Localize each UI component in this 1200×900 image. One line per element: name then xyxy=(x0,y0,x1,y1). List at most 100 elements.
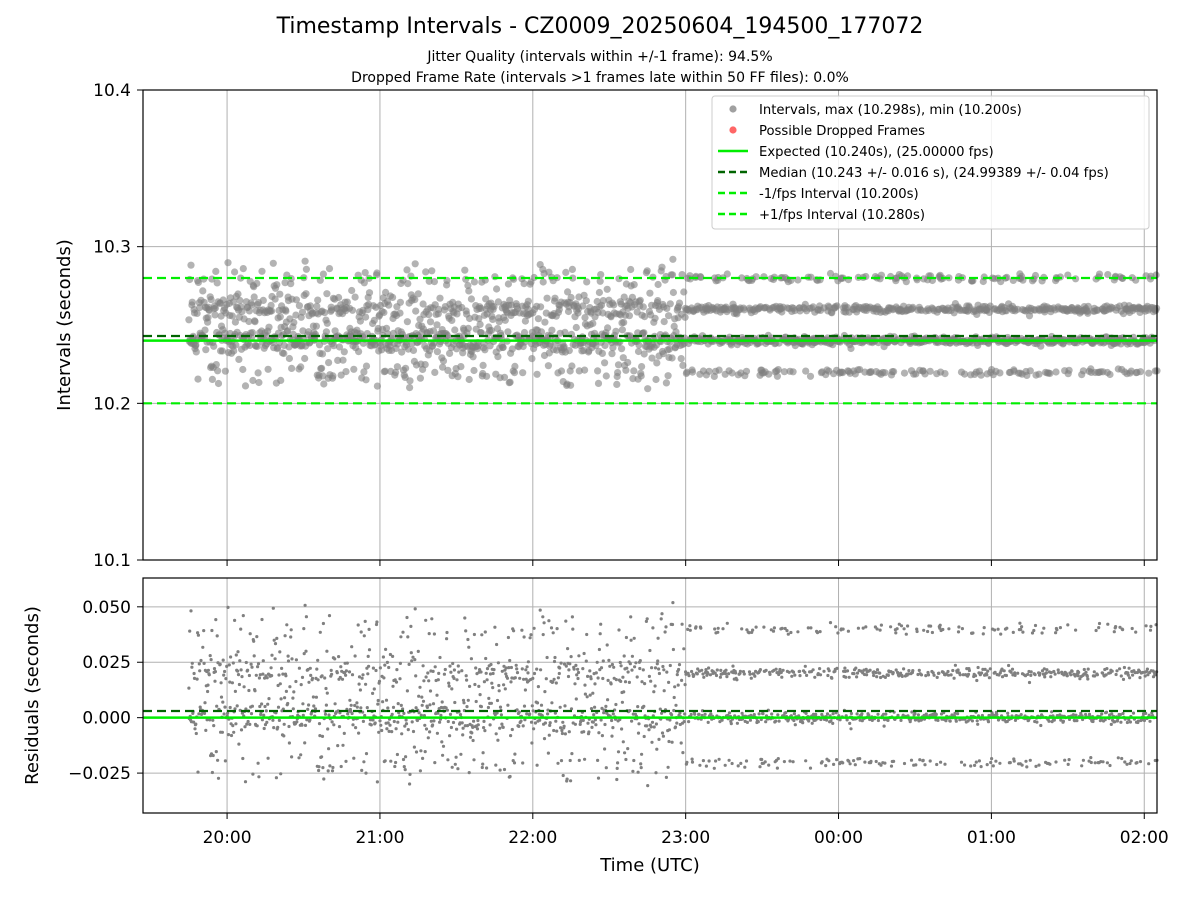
residual-point xyxy=(584,659,588,663)
residual-point xyxy=(617,628,621,632)
residual-point xyxy=(643,682,647,686)
residual-point xyxy=(482,680,486,684)
residual-point xyxy=(882,724,886,728)
residual-point xyxy=(660,612,664,616)
residual-point xyxy=(399,635,403,639)
interval-point xyxy=(292,296,300,304)
residual-point xyxy=(400,732,404,736)
residual-point xyxy=(979,765,983,769)
residual-point xyxy=(384,698,389,702)
residual-point xyxy=(431,702,436,706)
residual-point xyxy=(591,691,595,695)
interval-point xyxy=(297,363,305,371)
residual-point xyxy=(1108,763,1112,768)
residual-point xyxy=(463,616,467,620)
residual-point xyxy=(822,669,826,673)
interval-point xyxy=(494,353,502,361)
residual-point xyxy=(928,759,932,763)
residual-point xyxy=(256,761,260,765)
residual-point xyxy=(484,656,488,661)
residual-point xyxy=(500,669,504,673)
interval-point xyxy=(314,296,322,304)
residual-point xyxy=(630,654,635,658)
residual-point xyxy=(861,626,865,630)
residual-point xyxy=(776,757,780,761)
interval-point xyxy=(425,277,433,285)
residual-point xyxy=(438,720,442,724)
residual-point xyxy=(287,724,291,729)
residual-point xyxy=(211,753,215,758)
residual-point xyxy=(402,765,406,769)
residual-point xyxy=(596,776,601,780)
residual-point xyxy=(701,672,705,676)
residual-point xyxy=(498,726,502,730)
residual-point xyxy=(423,750,427,754)
residual-point xyxy=(249,712,254,716)
interval-point xyxy=(665,345,674,353)
interval-point xyxy=(508,345,516,353)
residual-point xyxy=(189,609,193,613)
interval-point xyxy=(506,378,514,386)
residual-point xyxy=(582,651,586,656)
residual-point xyxy=(386,721,390,725)
interval-point xyxy=(204,314,212,322)
residual-point xyxy=(226,733,231,737)
interval-point xyxy=(188,298,196,306)
interval-point xyxy=(672,328,680,336)
interval-point xyxy=(539,278,547,286)
interval-point xyxy=(941,370,949,378)
residual-point xyxy=(207,673,211,677)
interval-point xyxy=(996,369,1004,377)
residual-point xyxy=(929,624,933,628)
residual-point xyxy=(276,683,280,688)
residual-point xyxy=(261,672,265,676)
residual-point xyxy=(673,725,678,729)
residual-point xyxy=(567,730,571,734)
residual-point xyxy=(297,666,301,670)
residual-point xyxy=(271,718,275,722)
residual-point xyxy=(201,645,205,649)
interval-point xyxy=(622,366,630,374)
residual-point xyxy=(618,660,622,665)
residual-point xyxy=(886,673,891,678)
residual-point xyxy=(623,751,627,755)
residual-point xyxy=(610,662,615,667)
residual-point xyxy=(956,630,961,634)
interval-point xyxy=(581,314,589,322)
residual-point xyxy=(619,679,623,684)
residual-point xyxy=(375,620,379,624)
interval-point xyxy=(977,371,985,379)
residual-point xyxy=(454,755,458,759)
residual-point xyxy=(219,695,224,699)
interval-point xyxy=(465,287,473,295)
residual-point xyxy=(324,686,328,691)
interval-point xyxy=(640,329,648,337)
residual-point xyxy=(558,705,562,709)
intervals-reference-lines xyxy=(143,276,1157,405)
intervals-points xyxy=(185,255,1161,393)
interval-point xyxy=(668,271,677,279)
residual-point xyxy=(350,645,354,649)
residual-point xyxy=(660,711,664,715)
residual-point xyxy=(354,726,358,730)
interval-point xyxy=(477,329,485,337)
residual-point xyxy=(664,775,669,780)
residual-point xyxy=(243,725,247,729)
residual-point xyxy=(542,621,546,625)
residual-point xyxy=(295,720,299,724)
residual-point xyxy=(1128,761,1132,766)
residual-point xyxy=(307,703,311,707)
residual-point xyxy=(551,680,555,684)
residual-point xyxy=(243,780,248,784)
residual-point xyxy=(504,666,508,670)
residual-point xyxy=(374,622,379,627)
residual-point xyxy=(667,739,671,744)
residual-point xyxy=(654,722,659,726)
residual-point xyxy=(234,653,238,657)
residual-point xyxy=(1074,628,1078,632)
residual-point xyxy=(452,668,456,672)
residual-point xyxy=(1059,718,1063,722)
interval-point xyxy=(361,269,369,277)
residual-point xyxy=(525,712,529,716)
residual-point xyxy=(1040,631,1044,635)
